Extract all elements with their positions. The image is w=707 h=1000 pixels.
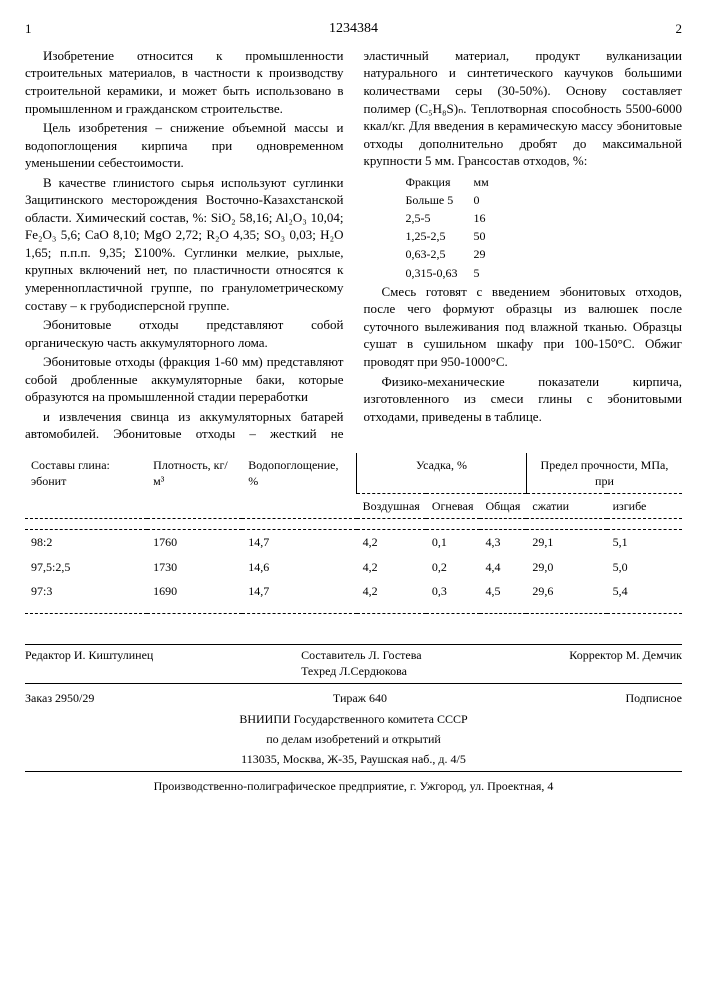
th-air: Воздушная [357,494,426,519]
tirage: Тираж 640 [333,690,387,706]
body-text: Изобретение относится к промышленности с… [25,47,682,443]
properties-table: Составы глина: эбонит Плотность, кг/м³ В… [25,453,682,614]
th-water: Водопоглощение, % [242,453,356,519]
frac-cell: 0 [474,192,503,208]
cell: 1760 [147,530,242,555]
th-composition: Составы глина: эбонит [25,453,147,519]
cell: 4,3 [480,530,527,555]
table-row: 97,5:2,5 1730 14,6 4,2 0,2 4,4 29,0 5,0 [25,555,682,579]
cell: 29,6 [526,579,606,603]
frac-h1: Фракция [406,174,472,190]
frac-h2: мм [474,174,503,190]
th-total: Общая [480,494,527,519]
table-row: 97:3 1690 14,7 4,2 0,3 4,5 29,6 5,4 [25,579,682,603]
org-line2: по делам изобретений и открытий [25,729,682,749]
th-strength: Предел прочности, МПа, при [526,453,682,494]
para-1: Изобретение относится к промышленности с… [25,47,344,117]
cell: 5,1 [607,530,682,555]
editor: Редактор И. Киштулинец [25,647,153,679]
cell: 97:3 [25,579,147,603]
frac-cell: 0,63-2,5 [406,246,472,262]
para-3: В качестве глинистого сырья используют с… [25,174,344,314]
th-bend: изгибе [607,494,682,519]
frac-cell: 5 [474,265,503,281]
cell: 4,4 [480,555,527,579]
th-compress: сжатии [526,494,606,519]
page-header: 1 1234384 2 [25,20,682,39]
frac-cell: Больше 5 [406,192,472,208]
page-right: 2 [676,20,683,39]
th-fire: Огневая [426,494,480,519]
footer: Редактор И. Киштулинец Составитель Л. Го… [25,644,682,796]
cell: 5,0 [607,555,682,579]
order: Заказ 2950/29 [25,690,94,706]
composer: Составитель Л. Гостева [301,648,422,662]
frac-cell: 2,5-5 [406,210,472,226]
frac-cell: 16 [474,210,503,226]
para-2: Цель изобретения – снижение объемной мас… [25,119,344,172]
para-5: Эбонитовые отходы (фракция 1-60 мм) пред… [25,353,344,406]
para-4: Эбонитовые отходы представляют собой орг… [25,316,344,351]
cell: 4,2 [357,555,426,579]
cell: 4,2 [357,579,426,603]
org-line1: ВНИИПИ Государственного комитета СССР [25,709,682,729]
cell: 4,5 [480,579,527,603]
cell: 14,6 [242,555,356,579]
cell: 98:2 [25,530,147,555]
para-8: Физико-механические показатели кирпича, … [364,373,683,426]
cell: 29,1 [526,530,606,555]
cell: 0,2 [426,555,480,579]
frac-cell: 50 [474,228,503,244]
th-density: Плотность, кг/м³ [147,453,242,519]
para-7: Смесь готовят с введением эбонитовых отх… [364,283,683,371]
cell: 0,3 [426,579,480,603]
th-shrink: Усадка, % [357,453,527,494]
cell: 1690 [147,579,242,603]
frac-cell: 1,25-2,5 [406,228,472,244]
cell: 14,7 [242,579,356,603]
cell: 4,2 [357,530,426,555]
fraction-table: Фракциямм Больше 50 2,5-516 1,25-2,550 0… [404,172,505,283]
cell: 14,7 [242,530,356,555]
tehred: Техред Л.Сердюкова [301,664,407,678]
cell: 0,1 [426,530,480,555]
corrector: Корректор М. Демчик [569,647,682,679]
subscription: Подписное [626,690,683,706]
address2: Производственно-полиграфическое предприя… [25,776,682,796]
cell: 97,5:2,5 [25,555,147,579]
cell: 29,0 [526,555,606,579]
frac-cell: 29 [474,246,503,262]
table-row: 98:2 1760 14,7 4,2 0,1 4,3 29,1 5,1 [25,530,682,555]
cell: 5,4 [607,579,682,603]
frac-cell: 0,315-0,63 [406,265,472,281]
patent-number: 1234384 [32,20,676,39]
cell: 1730 [147,555,242,579]
address1: 113035, Москва, Ж-35, Раушская наб., д. … [25,749,682,772]
